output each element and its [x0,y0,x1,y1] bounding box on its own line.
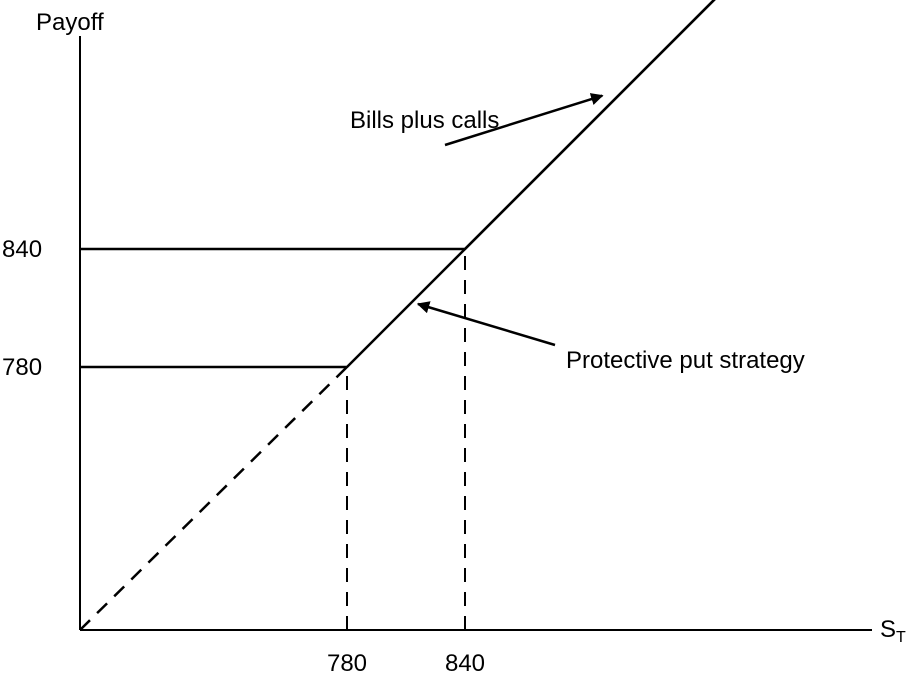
series-lines [79,0,716,631]
x-axis-title-main: S [880,616,896,643]
tick-labels: 780 840 780 840 [2,236,485,677]
annotation-arrow-protective-put [416,301,556,347]
annotation-bills-plus-calls: Bills plus calls [350,107,499,134]
reference-lines [346,249,466,630]
series-line-dashed-2 [79,366,348,631]
series-line-bills-plus-calls [80,0,716,251]
y-tick-label-840: 840 [2,236,42,263]
y-axis-title: Payoff [36,9,104,36]
x-axis-title-subscript: T [896,629,906,646]
x-axis-title: ST [880,616,906,646]
annotation-protective-put: Protective put strategy [566,347,805,374]
x-tick-label-840: 840 [445,650,485,677]
y-tick-label-780: 780 [2,354,42,381]
series-line-protective-put-strategy [80,0,716,369]
annotation-arrow-bills-plus-calls [444,93,604,147]
x-tick-label-780: 780 [327,650,367,677]
